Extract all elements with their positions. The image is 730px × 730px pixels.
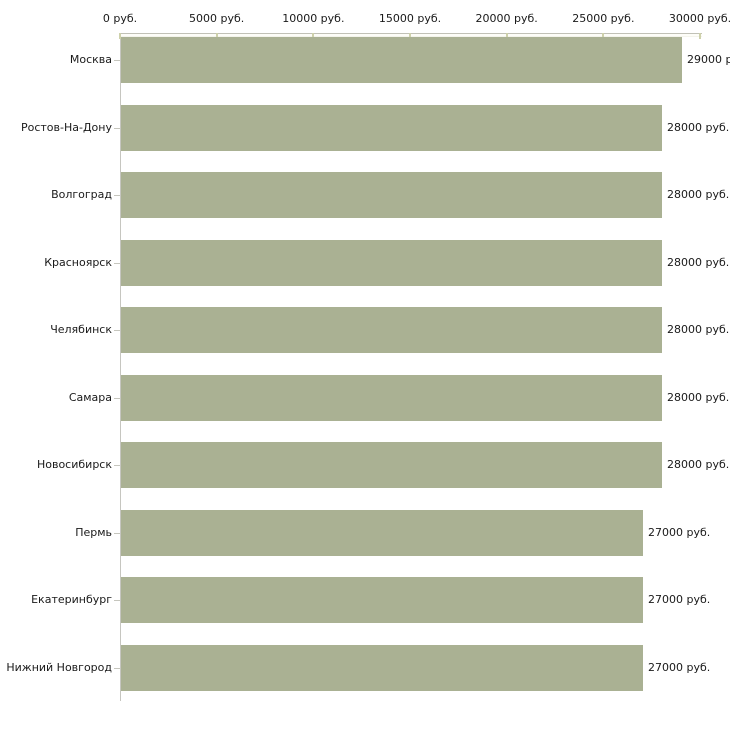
x-tick-label: 10000 руб. xyxy=(282,12,345,25)
x-tick-mark xyxy=(699,33,701,39)
bar-value-label: 28000 руб. xyxy=(667,120,730,134)
x-tick-label: 15000 руб. xyxy=(378,12,442,25)
category-label: Пермь xyxy=(75,525,112,539)
x-tick-label: 20000 руб. xyxy=(475,12,538,25)
y-tick-mark xyxy=(114,397,120,399)
bar xyxy=(121,644,643,691)
bar-value-label: 29000 руб. xyxy=(687,53,730,66)
bar xyxy=(121,509,643,556)
category-label: Москва xyxy=(69,53,112,66)
x-axis-line xyxy=(120,33,702,37)
y-tick-mark xyxy=(114,127,120,129)
y-tick-mark xyxy=(114,600,120,601)
bar-value-label: 28000 руб. xyxy=(667,255,730,269)
y-tick-mark xyxy=(114,262,120,264)
bar xyxy=(121,374,662,421)
bar-value-label: 28000 руб. xyxy=(667,390,730,404)
x-tick-label: 0 руб. xyxy=(102,12,138,25)
bar xyxy=(121,239,662,286)
bar xyxy=(121,172,662,218)
y-tick-mark xyxy=(114,532,120,534)
category-label: Нижний Новгород xyxy=(6,660,112,674)
bar xyxy=(121,37,682,83)
category-label: Красноярск xyxy=(44,255,112,269)
bar xyxy=(121,307,662,353)
x-tick-mark xyxy=(505,33,508,39)
category-label: Волгоград xyxy=(51,188,112,201)
x-tick-mark xyxy=(409,33,411,39)
category-label: Екатеринбург xyxy=(31,593,112,606)
bar-value-label: 28000 руб. xyxy=(667,323,730,336)
y-axis-line xyxy=(120,33,121,701)
y-tick-mark xyxy=(114,465,120,466)
bar-value-label: 27000 руб. xyxy=(648,525,711,539)
y-tick-mark xyxy=(114,667,120,669)
x-tick-label: 5000 руб. xyxy=(189,12,245,25)
y-tick-mark xyxy=(114,195,120,196)
bar-value-label: 27000 руб. xyxy=(648,660,711,674)
bar xyxy=(121,104,662,151)
category-label: Новосибирск xyxy=(36,458,112,471)
x-tick-label: 25000 руб. xyxy=(572,12,635,25)
bar-value-label: 28000 руб. xyxy=(667,188,730,201)
x-tick-mark xyxy=(312,33,315,39)
x-tick-mark xyxy=(215,33,218,39)
bar-value-label: 27000 руб. xyxy=(648,593,711,606)
bar xyxy=(121,442,662,488)
y-tick-mark xyxy=(114,60,120,61)
y-tick-mark xyxy=(114,330,120,331)
category-label: Самара xyxy=(68,390,112,404)
bar xyxy=(121,577,643,623)
x-tick-label: 30000 руб. xyxy=(668,12,730,25)
bar-value-label: 28000 руб. xyxy=(667,458,730,471)
category-label: Ростов-На-Дону xyxy=(20,120,112,134)
x-tick-mark xyxy=(602,33,605,39)
x-tick-mark xyxy=(119,33,121,39)
category-label: Челябинск xyxy=(50,323,112,336)
